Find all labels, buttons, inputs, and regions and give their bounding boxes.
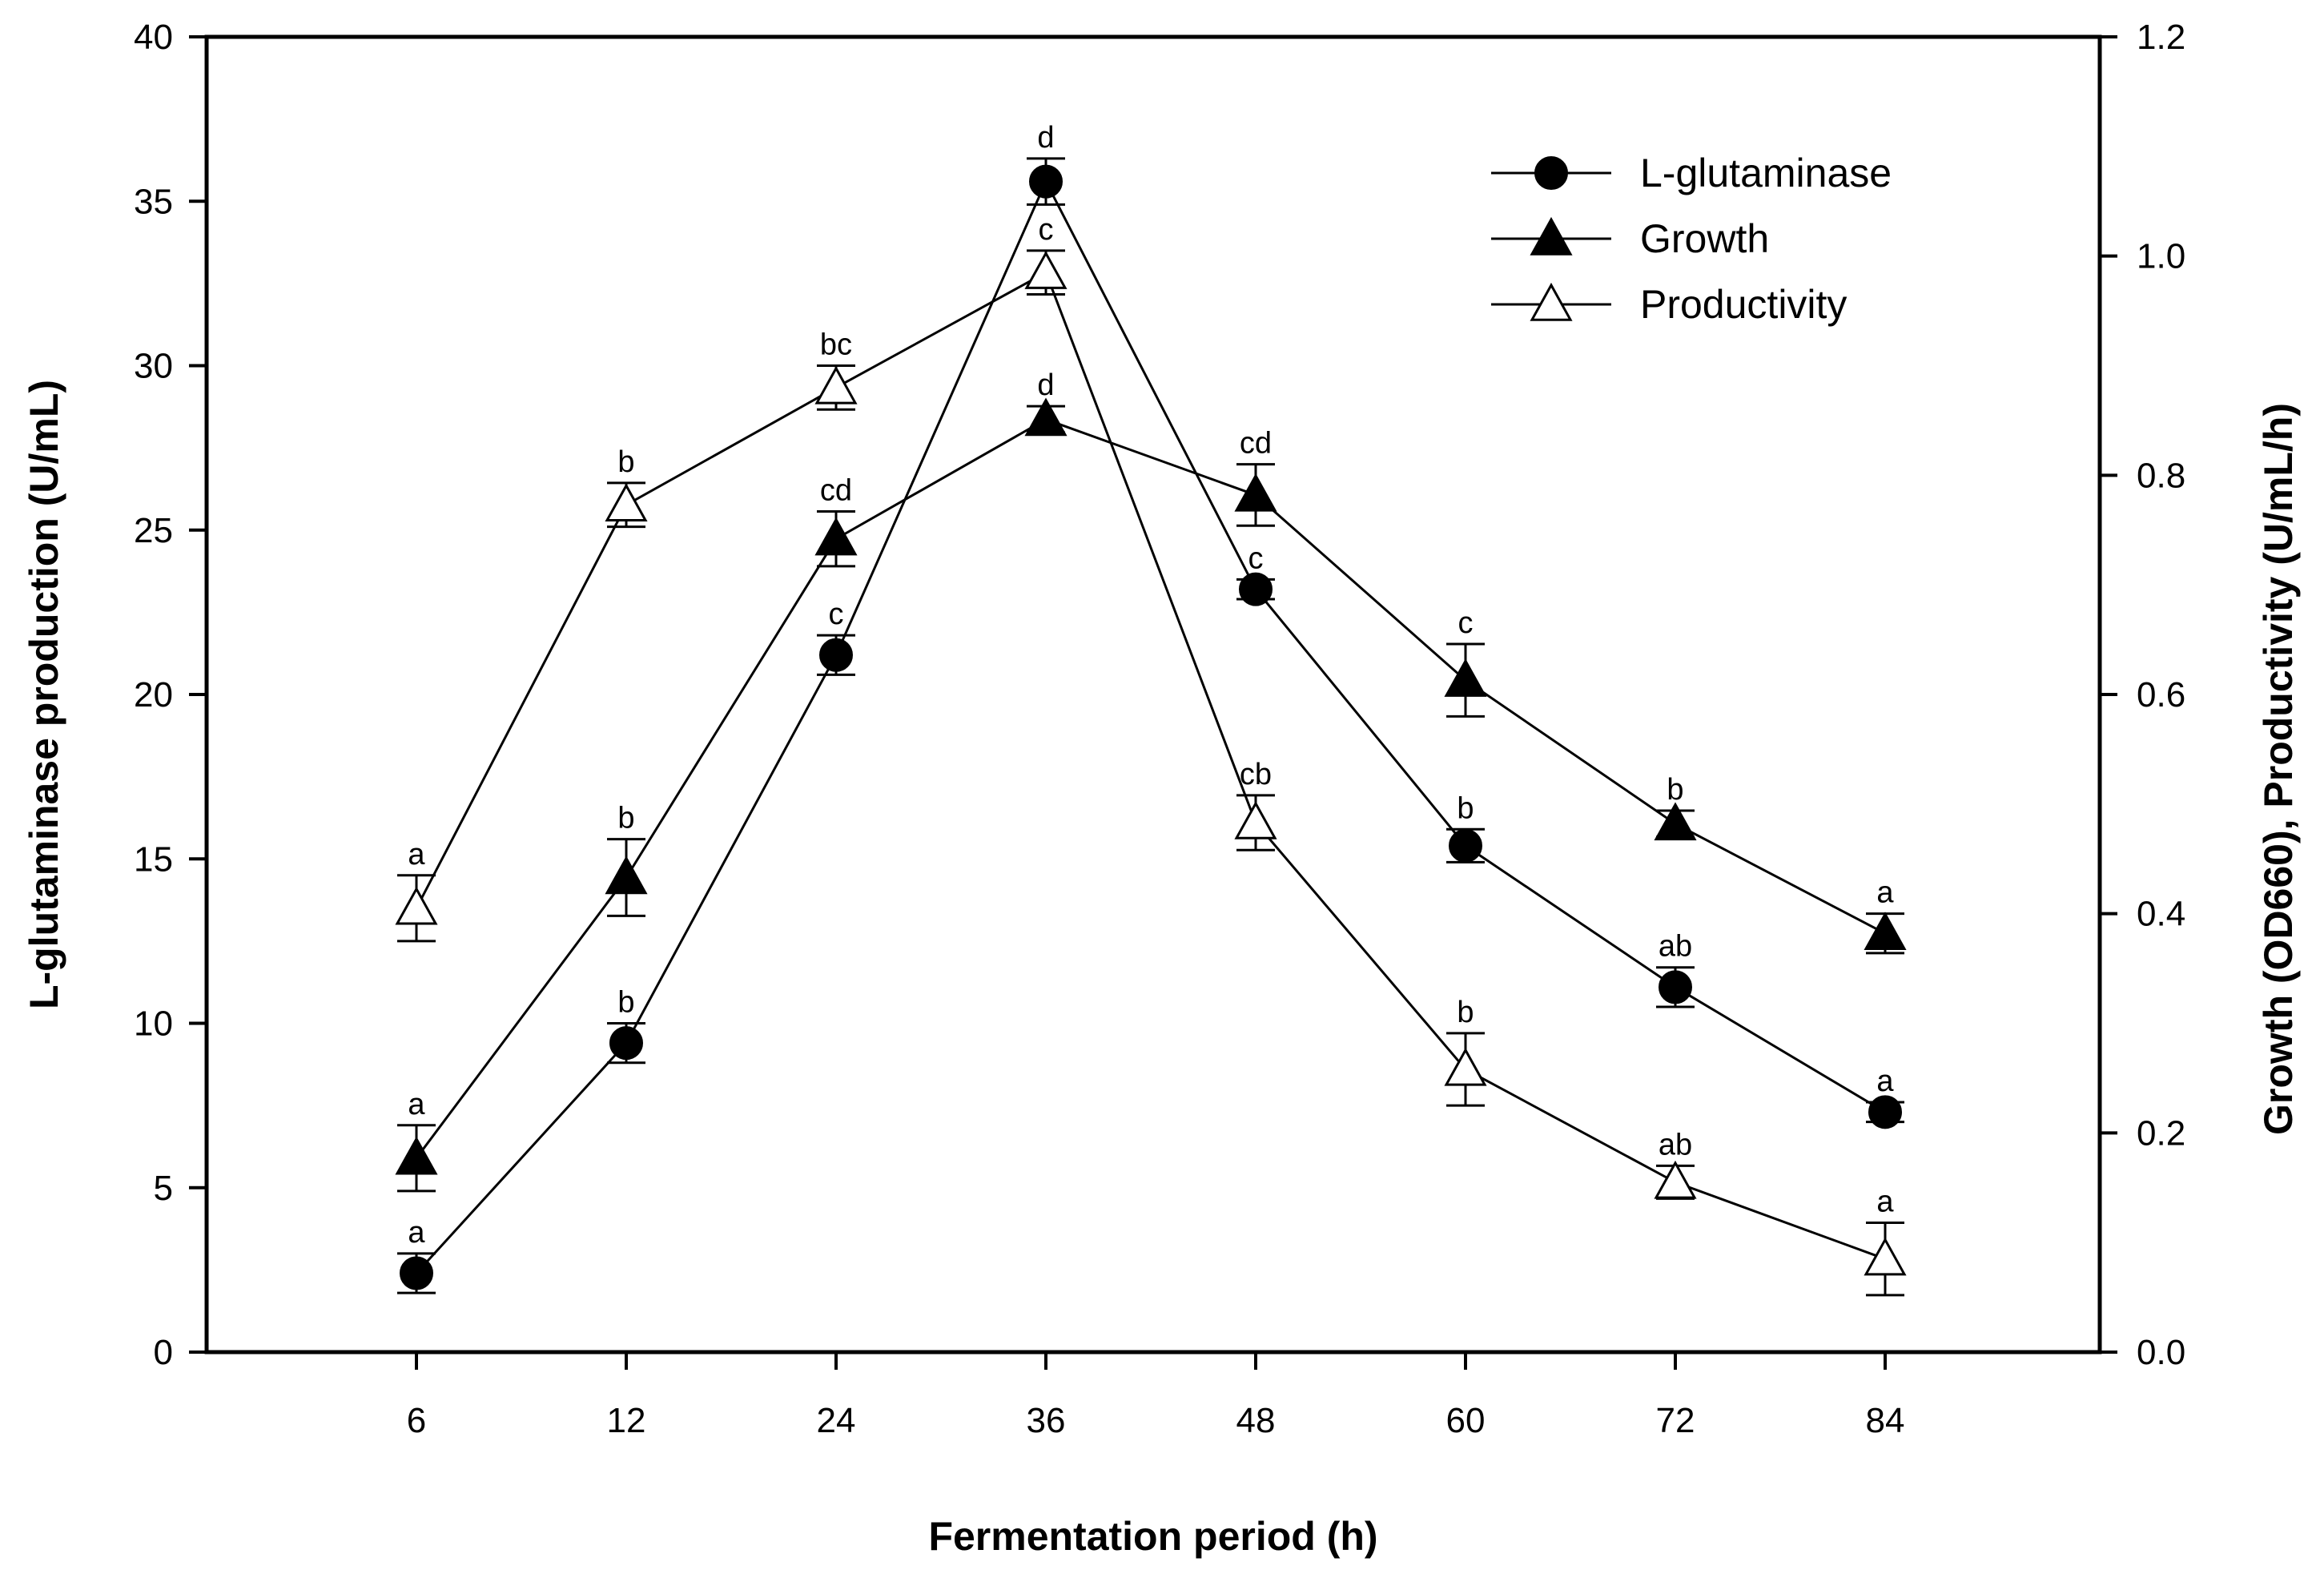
x-tick-label-1: 12 xyxy=(607,1401,646,1440)
y-right-tick-label-1: 0.2 xyxy=(2137,1113,2185,1153)
series-line-growth xyxy=(415,417,1886,1159)
data-point-productivity-3 xyxy=(1024,251,1068,289)
data-point-productivity-4 xyxy=(1234,801,1277,839)
data-point-growth-7 xyxy=(1864,912,1907,950)
significance-label-l-glutaminase-4: c xyxy=(1248,541,1264,575)
significance-label-growth-5: c xyxy=(1458,606,1474,640)
data-point-productivity-5 xyxy=(1444,1047,1487,1086)
y-left-tick-label-0: 0 xyxy=(154,1333,173,1372)
significance-label-l-glutaminase-7: a xyxy=(1876,1065,1894,1098)
x-tick-label-6: 72 xyxy=(1656,1401,1695,1440)
significance-label-productivity-4: cb xyxy=(1240,758,1272,791)
legend-marker-l-glutaminase xyxy=(1534,156,1568,190)
data-point-growth-1 xyxy=(605,855,648,895)
significance-label-productivity-7: a xyxy=(1876,1185,1894,1219)
data-point-growth-2 xyxy=(814,517,858,556)
x-tick-label-0: 6 xyxy=(407,1401,426,1440)
significance-label-growth-1: b xyxy=(617,802,634,835)
series-line-productivity xyxy=(415,271,1886,1261)
significance-label-productivity-6: ab xyxy=(1659,1128,1692,1161)
data-point-productivity-6 xyxy=(1654,1160,1697,1199)
y-right-tick-label-3: 0.6 xyxy=(2137,675,2185,715)
data-point-growth-3 xyxy=(1024,397,1068,437)
data-point-l-glutaminase-0 xyxy=(400,1256,433,1290)
significance-label-growth-7: a xyxy=(1876,876,1894,910)
x-tick-label-2: 24 xyxy=(817,1401,856,1440)
y-left-tick-label-3: 15 xyxy=(134,839,173,879)
data-point-productivity-2 xyxy=(814,365,858,405)
significance-label-growth-0: a xyxy=(408,1088,425,1121)
y-left-tick-label-2: 10 xyxy=(134,1004,173,1044)
x-tick-label-3: 36 xyxy=(1027,1401,1066,1440)
legend-label-growth: Growth xyxy=(1640,216,1769,261)
significance-label-l-glutaminase-1: b xyxy=(617,986,634,1020)
data-point-l-glutaminase-7 xyxy=(1868,1095,1902,1129)
data-point-growth-6 xyxy=(1654,802,1697,841)
plot-frame xyxy=(204,34,2102,1355)
data-point-l-glutaminase-3 xyxy=(1029,164,1063,199)
data-point-productivity-1 xyxy=(605,483,648,521)
y-left-tick-label-1: 5 xyxy=(154,1169,173,1208)
data-point-productivity-7 xyxy=(1864,1237,1907,1276)
data-point-l-glutaminase-5 xyxy=(1449,828,1482,863)
y-right-tick-label-2: 0.4 xyxy=(2137,895,2185,934)
significance-label-growth-2: cd xyxy=(820,473,852,507)
x-tick-label-7: 84 xyxy=(1866,1401,1905,1440)
legend-marker-growth xyxy=(1530,216,1573,256)
significance-label-l-glutaminase-0: a xyxy=(408,1216,425,1250)
data-point-growth-5 xyxy=(1444,658,1487,697)
significance-label-l-glutaminase-2: c xyxy=(829,598,844,631)
y-left-tick-label-6: 30 xyxy=(134,347,173,386)
series-line-l-glutaminase xyxy=(415,179,1886,1274)
data-point-growth-0 xyxy=(395,1136,438,1175)
y-axis-title-left: L-glutaminase production (U/mL) xyxy=(22,380,66,1009)
data-point-l-glutaminase-4 xyxy=(1239,572,1273,606)
x-tick-label-5: 60 xyxy=(1446,1401,1486,1440)
data-point-l-glutaminase-6 xyxy=(1659,970,1692,1004)
significance-label-productivity-1: b xyxy=(617,445,634,479)
x-tick-label-4: 48 xyxy=(1236,1401,1276,1440)
significance-label-l-glutaminase-5: b xyxy=(1457,791,1474,825)
significance-label-productivity-2: bc xyxy=(820,328,852,362)
significance-label-productivity-3: c xyxy=(1039,213,1054,247)
significance-label-growth-4: cd xyxy=(1240,427,1272,461)
x-axis-title: Fermentation period (h) xyxy=(928,1514,1377,1559)
legend: L-glutaminase Growth Productivity xyxy=(1491,151,1892,327)
y-right-tick-label-6: 1.2 xyxy=(2137,18,2185,57)
data-point-growth-4 xyxy=(1234,473,1277,512)
significance-label-growth-6: b xyxy=(1667,773,1683,807)
significance-label-productivity-5: b xyxy=(1457,996,1474,1029)
y-axis-title-right: Growth (OD660), Productivity (U/mL/h) xyxy=(2256,403,2301,1135)
legend-marker-productivity xyxy=(1530,282,1573,321)
y-right-tick-label-4: 0.8 xyxy=(2137,456,2185,495)
y-left-tick-label-5: 25 xyxy=(134,511,173,550)
data-point-l-glutaminase-2 xyxy=(819,638,853,672)
significance-label-productivity-0: a xyxy=(408,838,425,872)
y-right-tick-label-5: 1.0 xyxy=(2137,237,2185,276)
legend-label-l-glutaminase: L-glutaminase xyxy=(1640,151,1892,195)
tick-layer: 0 5 10 15 20 25 30 35 40 0.0 0.2 0.4 0.6 0.8 1.0 1.2 6 12… xyxy=(134,18,2185,1440)
significance-label-l-glutaminase-6: ab xyxy=(1659,930,1692,964)
legend-label-productivity: Productivity xyxy=(1640,282,1847,327)
y-left-tick-label-8: 40 xyxy=(134,18,173,57)
data-point-l-glutaminase-1 xyxy=(609,1026,643,1061)
y-right-tick-label-0: 0.0 xyxy=(2137,1333,2185,1372)
data-point-productivity-0 xyxy=(395,886,438,925)
significance-label-growth-3: d xyxy=(1037,368,1054,402)
y-left-tick-label-4: 20 xyxy=(134,675,173,715)
significance-label-l-glutaminase-3: d xyxy=(1037,121,1054,155)
y-left-tick-label-7: 35 xyxy=(134,182,173,221)
